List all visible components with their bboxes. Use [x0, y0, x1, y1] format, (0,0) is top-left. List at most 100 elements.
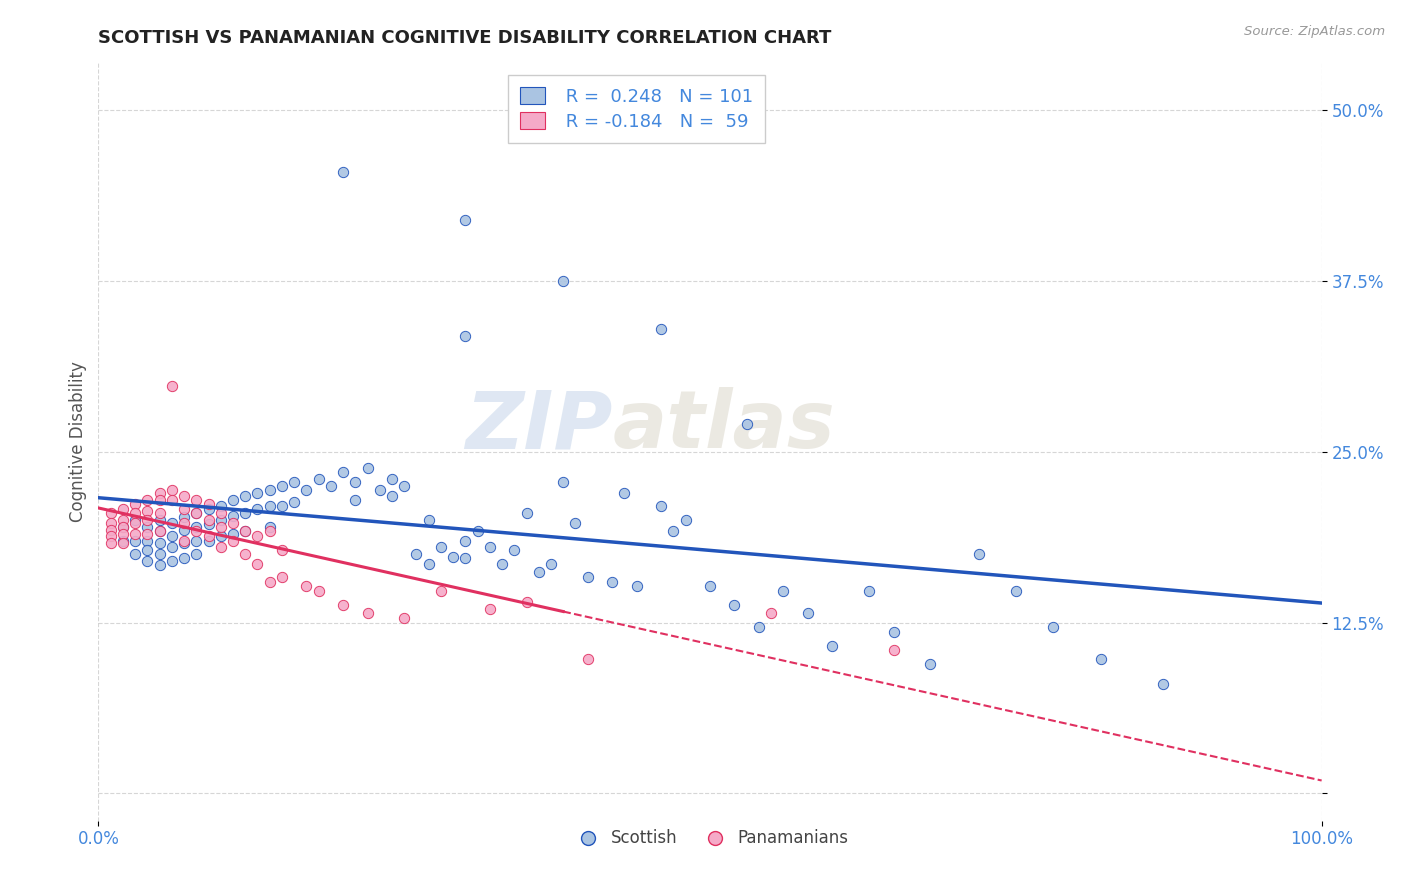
Point	[149, 506, 172, 520]
Point	[1152, 677, 1174, 691]
Point	[418, 557, 440, 571]
Point	[1042, 620, 1064, 634]
Point	[136, 533, 159, 548]
Point	[136, 492, 159, 507]
Point	[259, 500, 281, 514]
Point	[883, 643, 905, 657]
Point	[735, 417, 758, 432]
Point	[100, 506, 122, 520]
Text: SCOTTISH VS PANAMANIAN COGNITIVE DISABILITY CORRELATION CHART: SCOTTISH VS PANAMANIAN COGNITIVE DISABIL…	[98, 29, 832, 47]
Point	[381, 488, 404, 502]
Point	[222, 492, 245, 507]
Text: ZIP: ZIP	[465, 387, 612, 466]
Point	[858, 584, 880, 599]
Point	[478, 602, 501, 616]
Point	[160, 492, 183, 507]
Point	[124, 547, 146, 561]
Point	[441, 549, 464, 564]
Point	[246, 529, 269, 543]
Point	[124, 516, 146, 530]
Point	[564, 516, 586, 530]
Point	[149, 536, 172, 550]
Point	[675, 513, 697, 527]
Point	[209, 541, 232, 555]
Point	[356, 606, 378, 620]
Point	[308, 472, 330, 486]
Point	[149, 492, 172, 507]
Point	[723, 598, 745, 612]
Point	[160, 483, 183, 497]
Point	[503, 543, 526, 558]
Point	[186, 506, 208, 520]
Point	[197, 533, 219, 548]
Point	[430, 584, 453, 599]
Point	[160, 554, 183, 568]
Point	[233, 488, 256, 502]
Point	[100, 536, 122, 550]
Point	[613, 485, 636, 500]
Point	[111, 536, 134, 550]
Point	[197, 529, 219, 543]
Point	[186, 547, 208, 561]
Point	[662, 524, 685, 538]
Point	[270, 543, 294, 558]
Point	[209, 500, 232, 514]
Point	[124, 526, 146, 541]
Point	[295, 579, 318, 593]
Point	[111, 502, 134, 516]
Point	[344, 492, 367, 507]
Point	[797, 606, 820, 620]
Point	[111, 520, 134, 534]
Point	[259, 524, 281, 538]
Point	[136, 520, 159, 534]
Point	[173, 551, 195, 566]
Point	[392, 479, 416, 493]
Point	[576, 570, 599, 584]
Point	[515, 506, 537, 520]
Point	[368, 483, 391, 497]
Point	[246, 485, 269, 500]
Point	[650, 500, 672, 514]
Point	[332, 598, 354, 612]
Point	[967, 547, 990, 561]
Point	[920, 657, 942, 671]
Point	[173, 488, 195, 502]
Point	[160, 379, 183, 393]
Point	[173, 516, 195, 530]
Point	[186, 506, 208, 520]
Point	[478, 541, 501, 555]
Point	[222, 508, 245, 523]
Point	[259, 483, 281, 497]
Point	[883, 625, 905, 640]
Point	[270, 570, 294, 584]
Point	[405, 547, 427, 561]
Point	[454, 533, 477, 548]
Point	[124, 533, 146, 548]
Point	[332, 165, 354, 179]
Point	[527, 565, 550, 579]
Point	[197, 502, 219, 516]
Point	[149, 524, 172, 538]
Point	[100, 529, 122, 543]
Point	[209, 513, 232, 527]
Point	[197, 517, 219, 532]
Point	[233, 506, 256, 520]
Point	[356, 461, 378, 475]
Point	[283, 495, 305, 509]
Point	[540, 557, 562, 571]
Point	[1090, 652, 1112, 666]
Point	[454, 328, 477, 343]
Point	[209, 529, 232, 543]
Point	[173, 510, 195, 524]
Point	[283, 475, 305, 489]
Point	[136, 503, 159, 517]
Point	[160, 516, 183, 530]
Point	[124, 506, 146, 520]
Point	[454, 212, 477, 227]
Point	[270, 479, 294, 493]
Point	[136, 543, 159, 558]
Point	[332, 465, 354, 479]
Point	[626, 579, 648, 593]
Point	[111, 526, 134, 541]
Point	[186, 492, 208, 507]
